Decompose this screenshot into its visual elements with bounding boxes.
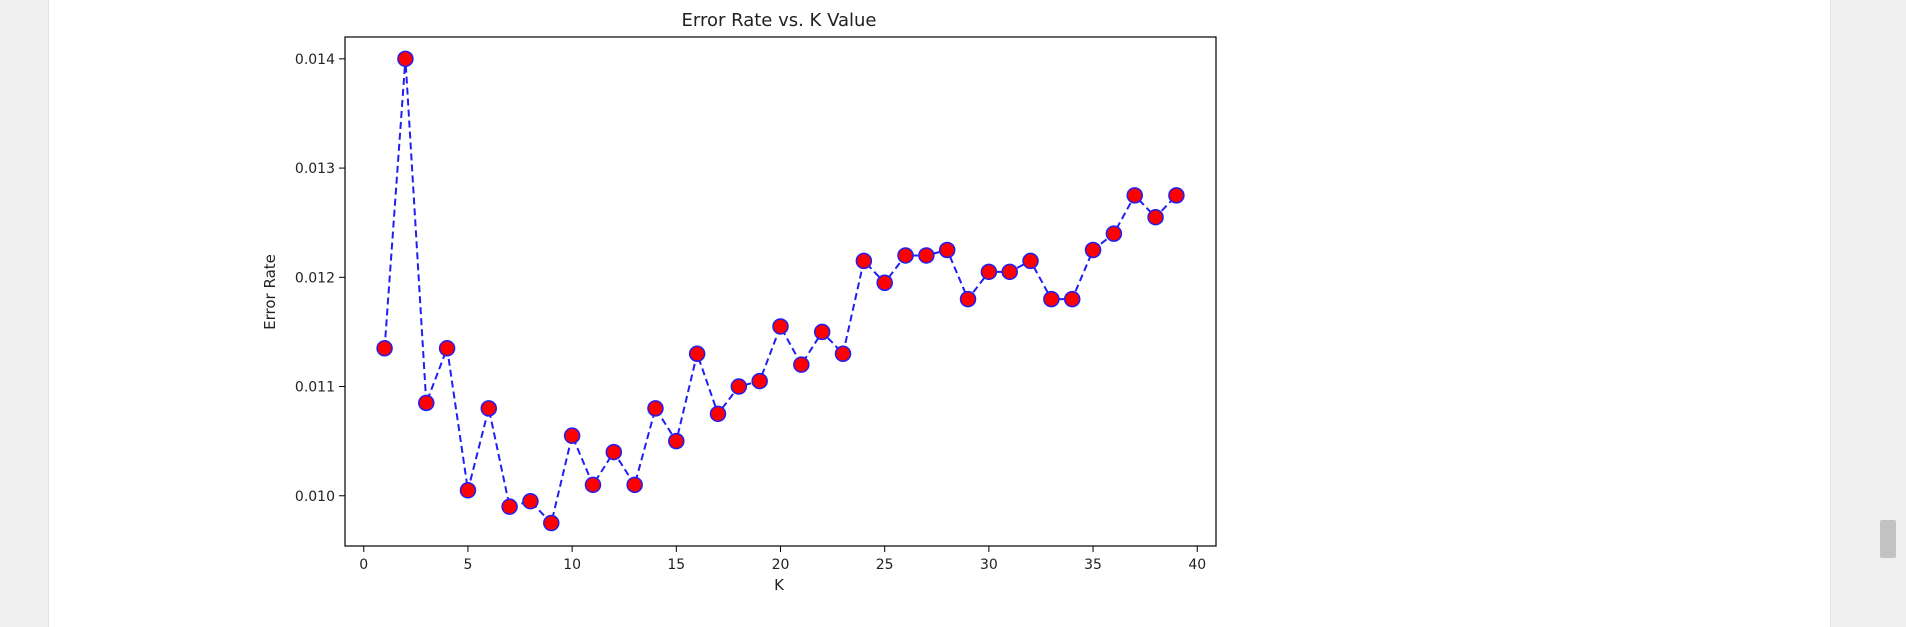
y-tick-label: 0.011 bbox=[295, 380, 335, 396]
data-point bbox=[730, 378, 748, 395]
data-point bbox=[709, 405, 727, 423]
data-point bbox=[1022, 252, 1039, 270]
data-point bbox=[1147, 208, 1164, 226]
data-point bbox=[522, 492, 539, 510]
series-error-rate bbox=[376, 50, 1185, 532]
x-tick-label: 10 bbox=[563, 557, 581, 573]
y-tick-label: 0.014 bbox=[295, 52, 335, 68]
data-point bbox=[980, 263, 998, 281]
x-tick-label: 15 bbox=[667, 557, 685, 573]
data-point bbox=[376, 340, 393, 357]
data-point bbox=[438, 340, 456, 357]
data-point bbox=[1168, 187, 1185, 204]
data-point bbox=[501, 498, 518, 515]
x-tick-label: 0 bbox=[359, 557, 368, 573]
y-tick-label: 0.012 bbox=[295, 270, 335, 286]
data-point bbox=[751, 372, 768, 390]
scrollbar-thumb[interactable] bbox=[1880, 520, 1896, 558]
data-point bbox=[918, 247, 935, 264]
x-tick-label: 30 bbox=[980, 557, 998, 573]
data-point bbox=[1063, 290, 1081, 308]
data-point bbox=[418, 394, 435, 412]
axis-ticks: 0 5 10 15 20 25 30 35 40 0.010 0.011 0.012 0.013 0.01… bbox=[295, 52, 1206, 573]
data-point bbox=[834, 345, 852, 363]
x-axis-label: K bbox=[774, 576, 785, 594]
y-axis-label: Error Rate bbox=[261, 254, 279, 330]
data-point bbox=[1105, 225, 1123, 242]
data-point bbox=[959, 290, 977, 308]
data-point bbox=[1126, 187, 1143, 204]
data-point bbox=[855, 252, 873, 270]
data-point bbox=[647, 400, 664, 417]
data-point bbox=[668, 432, 685, 450]
data-point bbox=[480, 400, 498, 417]
data-point bbox=[813, 323, 831, 341]
chart-title: Error Rate vs. K Value bbox=[681, 10, 876, 31]
x-tick-label: 40 bbox=[1188, 557, 1206, 573]
series-line bbox=[383, 58, 1178, 526]
data-point bbox=[459, 482, 477, 499]
y-tick-label: 0.010 bbox=[295, 489, 335, 505]
data-point bbox=[563, 427, 581, 444]
data-point bbox=[1084, 241, 1102, 259]
data-point bbox=[938, 241, 956, 259]
data-point bbox=[793, 356, 810, 373]
plot-frame bbox=[344, 36, 1217, 547]
x-tick-label: 25 bbox=[876, 557, 894, 573]
data-point bbox=[1043, 290, 1060, 308]
data-point bbox=[772, 318, 789, 335]
data-point bbox=[688, 345, 706, 363]
data-point bbox=[605, 443, 623, 461]
data-point bbox=[876, 274, 893, 292]
data-point bbox=[397, 50, 414, 68]
data-point bbox=[897, 247, 914, 264]
data-point bbox=[626, 476, 643, 494]
data-point bbox=[543, 514, 560, 532]
data-point bbox=[584, 476, 602, 494]
y-tick-label: 0.013 bbox=[295, 161, 335, 177]
x-tick-label: 20 bbox=[772, 557, 790, 573]
data-point bbox=[1001, 263, 1018, 281]
x-tick-label: 5 bbox=[463, 557, 472, 573]
x-tick-label: 35 bbox=[1084, 557, 1102, 573]
